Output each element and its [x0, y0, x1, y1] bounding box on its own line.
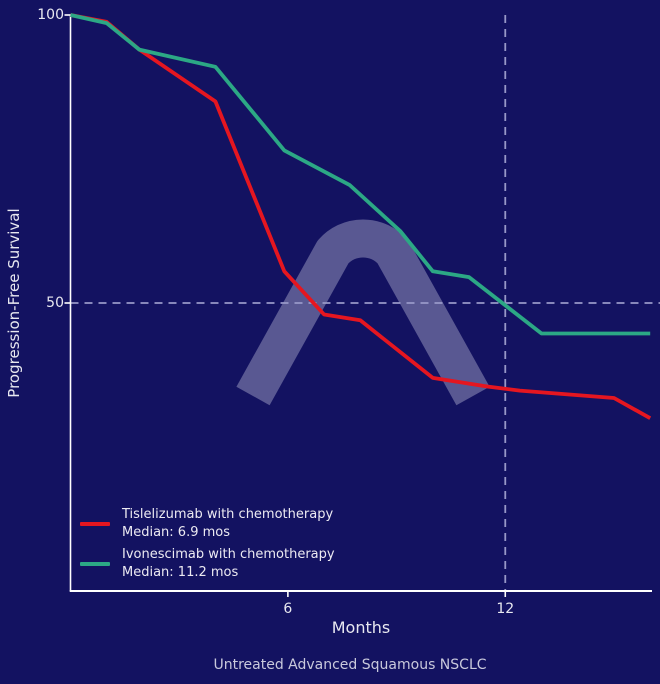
- y-tick-label-50: 50: [46, 295, 64, 311]
- series-line-ivonescimab: [70, 13, 651, 336]
- tislelizumab-series-name: Tislelizumab with chemotherapy: [122, 507, 334, 522]
- series-line-tislelizumab: [70, 13, 652, 420]
- legend-entry-ivonescimab: Ivonescimab with chemotherapy Median: 11…: [80, 546, 335, 582]
- ivonescimab-series-name: Ivonescimab with chemotherapy: [122, 547, 335, 562]
- tislelizumab-median-value: Median: 6.9 mos: [122, 525, 230, 540]
- chart-title: Untreated Advanced Squamous NSCLC: [213, 657, 487, 673]
- ivonescimab-line-swatch: [80, 562, 110, 566]
- x-axis-label: Months: [331, 618, 391, 637]
- watermark-arch-logo: [236, 219, 490, 406]
- legend-entry-tislelizumab: Tislelizumab with chemotherapy Median: 6…: [80, 506, 335, 542]
- tislelizumab-line-swatch: [80, 522, 110, 526]
- x-tick-label-12: 12: [496, 601, 515, 617]
- x-tick-label-6: 6: [283, 601, 293, 617]
- ivonescimab-median-value: Median: 11.2 mos: [122, 565, 239, 580]
- y-tick-label-100: 100: [37, 7, 64, 23]
- legend: Tislelizumab with chemotherapy Median: 6…: [80, 506, 335, 586]
- y-axis-label: Progression-Free Survival: [5, 208, 23, 398]
